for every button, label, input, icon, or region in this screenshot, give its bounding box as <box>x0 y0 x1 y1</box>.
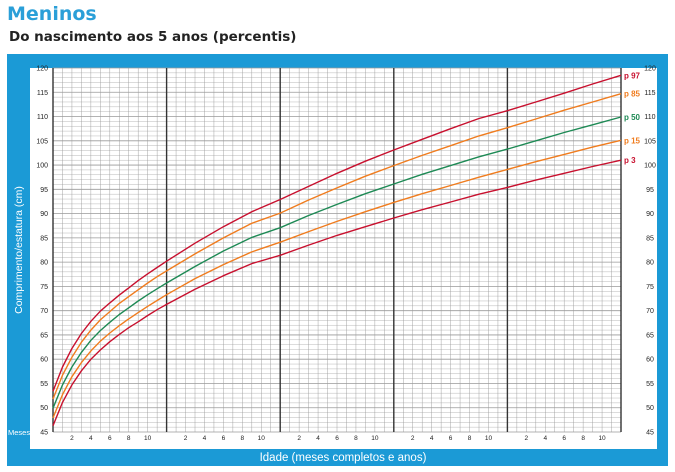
x-month-tick: 4 <box>89 435 93 442</box>
x-year-label: 3 anos <box>380 437 408 447</box>
y-tick-label-right: 115 <box>644 90 655 97</box>
y-tick-label-left: 100 <box>36 163 48 170</box>
x-month-tick: 2 <box>525 435 529 442</box>
series-label-p50: p 50 <box>624 113 641 122</box>
percentile-curve-p85 <box>52 93 622 400</box>
x-month-tick: 8 <box>468 435 472 442</box>
y-tick-label-left: 110 <box>37 114 48 121</box>
y-tick-label-left: 95 <box>40 187 48 194</box>
percentile-curve-p15 <box>52 139 622 419</box>
y-tick-label-left: 90 <box>40 211 48 218</box>
x-month-tick: 4 <box>430 435 434 442</box>
x-month-tick: 8 <box>127 435 131 442</box>
x-month-tick: 6 <box>108 435 112 442</box>
x-month-tick: 10 <box>371 435 379 442</box>
x-month-tick: 2 <box>297 435 301 442</box>
x-month-tick: 2 <box>184 435 188 442</box>
y-tick-label-right: 100 <box>644 163 656 170</box>
y-tick-label-right: 70 <box>646 308 654 315</box>
y-tick-label-left: 60 <box>40 357 48 364</box>
chart-grid <box>52 67 622 433</box>
x-month-tick: 6 <box>449 435 453 442</box>
series-label-p15: p 15 <box>624 136 641 145</box>
x-month-tick: 2 <box>411 435 415 442</box>
growth-chart: 45 45 50 50 55 55 60 60 65 65 70 70 75 75 80 80 85 85 90 90… <box>7 54 668 466</box>
y-tick-label-right: 120 <box>644 66 656 73</box>
percentile-curve-p50 <box>52 116 622 409</box>
growth-chart-svg: 45 45 50 50 55 55 60 60 65 65 70 70 75 75 80 80 85 85 90 90… <box>7 54 668 466</box>
y-tick-label-left: 65 <box>40 332 48 339</box>
chart-curves <box>52 74 622 426</box>
x-month-tick: 10 <box>598 435 606 442</box>
y-tick-label-right: 50 <box>646 405 654 412</box>
y-tick-label-left: 85 <box>40 235 48 242</box>
x-month-tick: 10 <box>144 435 152 442</box>
y-tick-label-left: 75 <box>40 284 48 291</box>
x-unit-label: Meses <box>8 428 30 437</box>
y-axis-label: Comprimento/estatura (cm) <box>13 186 25 314</box>
x-month-tick: 6 <box>222 435 226 442</box>
y-tick-label-right: 85 <box>646 235 654 242</box>
x-month-tick: 8 <box>241 435 245 442</box>
x-month-tick: 8 <box>354 435 358 442</box>
x-month-tick: 4 <box>316 435 320 442</box>
y-tick-label-right: 105 <box>644 138 656 145</box>
y-tick-label-left: 55 <box>40 381 48 388</box>
x-axis-panel <box>30 432 657 449</box>
x-month-tick: 4 <box>543 435 547 442</box>
x-year-label: 1 ano <box>155 437 178 447</box>
series-labels: p 3 p 15 p 50 p 85 p 97 <box>624 71 641 165</box>
x-month-tick: 10 <box>258 435 266 442</box>
x-month-tick: 6 <box>335 435 339 442</box>
percentile-curve-p97 <box>52 74 622 392</box>
y-tick-label-left: 50 <box>40 405 48 412</box>
page-subtitle: Do nascimento aos 5 anos (percentis) <box>9 29 297 45</box>
y-tick-label-right: 45 <box>646 430 654 437</box>
y-tick-label-left: 70 <box>40 308 48 315</box>
chart-ticks: 45 45 50 50 55 55 60 60 65 65 70 70 75 75 80 80 85 85 90 90… <box>36 66 656 448</box>
page-title: Meninos <box>7 3 97 25</box>
left-axis-panel <box>30 68 53 432</box>
y-tick-label-right: 95 <box>646 187 654 194</box>
x-month-tick: 4 <box>203 435 207 442</box>
x-month-tick: 8 <box>581 435 585 442</box>
x-year-label: 4 anos <box>494 437 522 447</box>
x-month-tick: 6 <box>562 435 566 442</box>
x-axis-label: Idade (meses completos e anos) <box>260 452 427 464</box>
y-tick-label-right: 65 <box>646 332 654 339</box>
x-year-label: 5 anos <box>607 437 635 447</box>
y-tick-label-left: 45 <box>40 430 48 437</box>
series-label-p85: p 85 <box>624 90 641 99</box>
x-year-label: Nascimento <box>43 437 91 447</box>
y-tick-label-right: 80 <box>646 260 654 267</box>
x-month-tick: 2 <box>70 435 74 442</box>
x-year-label: 2 anos <box>267 437 295 447</box>
y-tick-label-left: 80 <box>40 260 48 267</box>
y-tick-label-left: 120 <box>36 66 48 73</box>
y-tick-label-left: 105 <box>36 138 48 145</box>
series-label-p97: p 97 <box>624 71 641 80</box>
y-tick-label-right: 55 <box>646 381 654 388</box>
y-tick-label-right: 60 <box>646 357 654 364</box>
y-tick-label-right: 90 <box>646 211 654 218</box>
right-axis-panel <box>621 68 657 432</box>
y-tick-label-left: 115 <box>37 90 48 97</box>
y-tick-label-right: 75 <box>646 284 654 291</box>
y-tick-label-right: 110 <box>644 114 655 121</box>
x-month-tick: 10 <box>485 435 493 442</box>
series-label-p3: p 3 <box>624 156 636 165</box>
percentile-curve-p3 <box>52 159 622 426</box>
